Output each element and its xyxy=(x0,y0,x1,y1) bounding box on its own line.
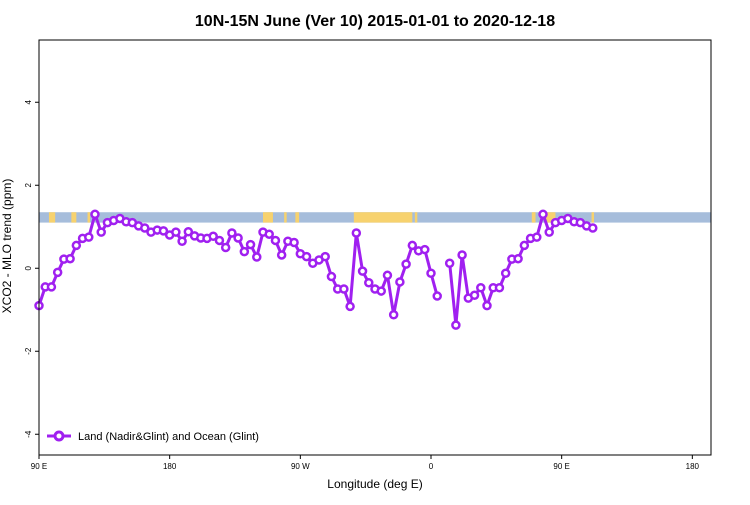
land-segment xyxy=(414,212,418,223)
data-point xyxy=(500,268,511,278)
land-segment xyxy=(48,212,56,223)
data-point xyxy=(538,209,548,220)
data-point xyxy=(469,290,480,300)
x-tick-label: 90 E xyxy=(553,462,569,471)
x-tick-label: 0 xyxy=(429,462,434,471)
data-point xyxy=(320,251,330,262)
data-point xyxy=(140,223,150,233)
land-segment xyxy=(263,212,273,223)
land-band-segments xyxy=(48,212,595,223)
data-point xyxy=(52,267,63,278)
data-point xyxy=(426,268,436,278)
data-point xyxy=(494,283,505,293)
data-point xyxy=(183,226,194,237)
data-point xyxy=(326,271,337,282)
series-layer xyxy=(34,209,598,330)
data-point xyxy=(71,240,82,251)
data-point xyxy=(388,309,399,320)
data-point xyxy=(90,209,100,220)
data-point xyxy=(457,250,467,260)
x-tick-label: 90 E xyxy=(31,462,47,471)
data-point xyxy=(239,246,250,257)
y-tick-label: 2 xyxy=(24,182,33,187)
data-point xyxy=(382,270,393,281)
data-point xyxy=(432,291,442,301)
data-point xyxy=(476,283,486,293)
land-segment xyxy=(284,212,287,223)
legend: Land (Nadir&Glint) and Ocean (Glint) xyxy=(47,430,259,443)
data-point xyxy=(376,286,386,296)
data-point xyxy=(214,235,225,246)
x-tick-label: 180 xyxy=(686,462,700,471)
land-segment xyxy=(531,212,536,223)
data-point xyxy=(84,232,94,242)
data-point xyxy=(451,320,461,330)
land-segment xyxy=(71,212,77,223)
data-point xyxy=(395,277,405,287)
data-point xyxy=(276,250,287,260)
land-segment xyxy=(353,212,413,223)
y-tick-label: 4 xyxy=(24,99,33,104)
plot-frame xyxy=(38,39,712,456)
y-tick-label: 0 xyxy=(24,265,33,270)
data-point xyxy=(177,236,187,247)
data-point xyxy=(264,229,274,239)
data-point xyxy=(158,226,169,236)
land-ocean-band xyxy=(39,212,711,223)
data-point xyxy=(345,301,355,312)
data-point xyxy=(220,242,231,253)
data-point xyxy=(171,227,181,237)
y-tick-label: -2 xyxy=(24,347,33,355)
y-tick-label: -4 xyxy=(24,430,33,438)
data-point xyxy=(444,258,455,269)
legend-marker-swatch xyxy=(53,430,65,442)
data-point xyxy=(401,259,411,269)
data-point xyxy=(301,251,312,262)
land-segment xyxy=(87,212,91,223)
x-axis: 90 E 180 90 W 0 90 E 180 xyxy=(31,455,700,471)
data-point xyxy=(544,227,554,237)
data-point xyxy=(252,252,262,262)
land-segment xyxy=(545,212,556,223)
x-tick-label: 180 xyxy=(163,462,177,471)
y-axis-label: XCO2 - MLO trend (ppm) xyxy=(0,179,14,314)
data-point xyxy=(245,239,256,250)
data-point xyxy=(233,233,243,243)
series-line xyxy=(448,212,594,327)
data-point xyxy=(420,244,430,255)
data-point xyxy=(519,240,530,251)
data-point xyxy=(65,253,75,264)
data-point xyxy=(208,231,218,242)
x-tick-label: 90 W xyxy=(291,462,310,471)
land-segment xyxy=(295,212,300,223)
data-point xyxy=(339,284,349,294)
chart-title: 10N-15N June (Ver 10) 2015-01-01 to 2020… xyxy=(195,13,555,30)
land-segment xyxy=(591,212,595,223)
data-point xyxy=(227,228,237,238)
data-point xyxy=(289,237,299,248)
data-point xyxy=(364,278,374,288)
data-point xyxy=(96,227,106,237)
data-point xyxy=(407,240,418,251)
data-point xyxy=(357,266,368,276)
x-axis-label: Longitude (deg E) xyxy=(327,477,422,491)
data-point xyxy=(46,282,57,292)
data-point xyxy=(351,228,362,238)
y-axis: -4 -2 0 2 4 xyxy=(24,99,39,438)
legend-series-label: Land (Nadir&Glint) and Ocean (Glint) xyxy=(78,431,259,443)
data-point xyxy=(588,223,598,233)
data-point xyxy=(270,235,281,246)
data-point xyxy=(532,232,542,242)
data-point xyxy=(482,300,492,311)
data-point xyxy=(513,253,523,264)
